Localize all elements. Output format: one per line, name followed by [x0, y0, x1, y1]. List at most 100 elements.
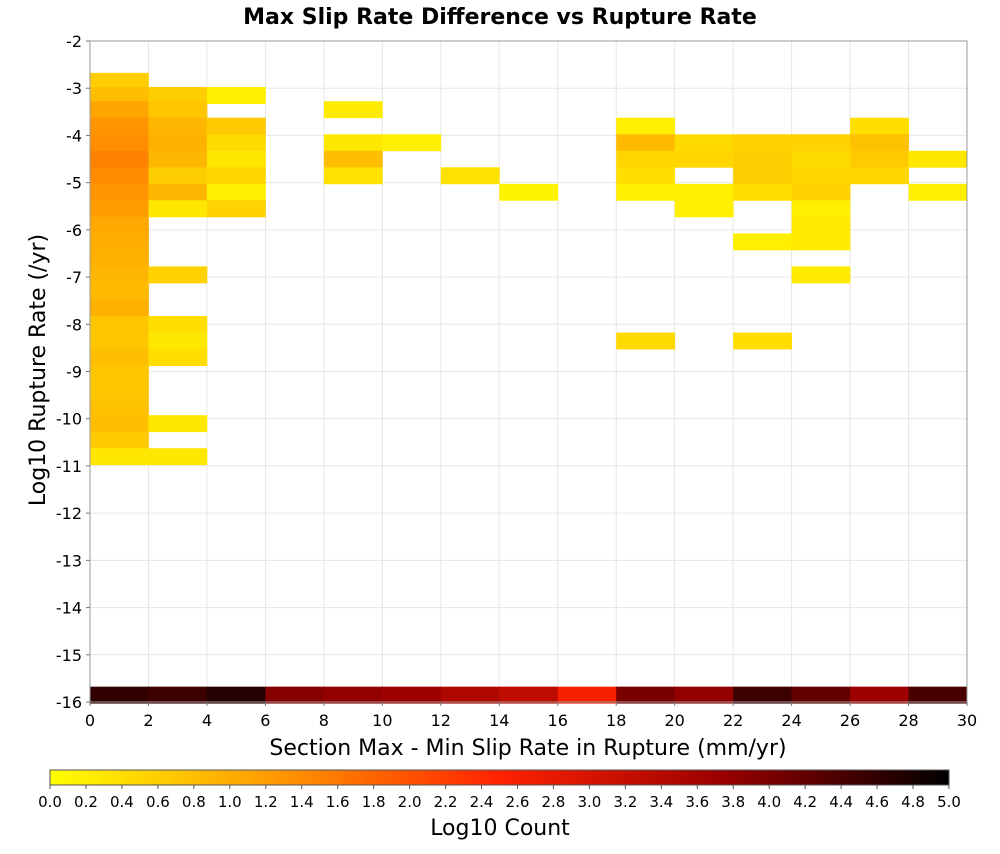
heatmap-cell [90, 183, 149, 201]
heatmap-cell [674, 183, 734, 201]
heatmap-cell [791, 686, 851, 704]
heatmap-cell [791, 200, 851, 218]
heatmap-cell [90, 431, 149, 449]
heatmap-cell [791, 150, 851, 168]
heatmap-cell [733, 686, 792, 704]
x-tick-label: 30 [957, 711, 977, 730]
y-tick-label: -6 [66, 221, 82, 240]
heatmap-cell [791, 134, 851, 152]
x-tick-label: 22 [723, 711, 743, 730]
heatmap-cell [440, 686, 500, 704]
y-axis-label: Log10 Rupture Rate (/yr) [26, 234, 51, 506]
y-axis-ticks: -2 -3 -4 -5 -6 -7 -8 -9 -10 -11 -12 -13 -14 -15 -16 [56, 32, 90, 712]
heatmap-cell [850, 117, 909, 135]
colorbar-tick-label: 2.8 [542, 793, 566, 811]
heatmap-cell [90, 101, 149, 119]
colorbar-tick-label: 3.6 [685, 793, 709, 811]
heatmap-cell [616, 183, 676, 201]
heatmap-cell [148, 316, 208, 333]
heatmap-cell [499, 183, 559, 201]
colorbar-tick-label: 3.8 [721, 793, 745, 811]
heatmap-cell [90, 233, 149, 251]
colorbar-tick-label: 2.2 [434, 793, 458, 811]
colorbar-tick-label: 0.6 [146, 793, 170, 811]
heatmap-cell [148, 167, 208, 185]
heatmap-cell [265, 686, 325, 704]
heatmap-cell [90, 365, 149, 383]
heatmap-cell [90, 117, 149, 135]
colorbar-tick-label: 1.4 [290, 793, 314, 811]
colorbar-tick-label: 0.4 [110, 793, 134, 811]
heatmap-cell [850, 686, 909, 704]
heatmap-cell [674, 200, 734, 218]
colorbar-label: Log10 Count [430, 816, 570, 841]
heatmap-cell [148, 415, 208, 433]
x-axis-ticks: 0 2 4 6 8 10 12 14 16 18 20 22 24 26 28 30 [85, 702, 977, 730]
heatmap-cell [908, 686, 968, 704]
x-tick-label: 20 [664, 711, 684, 730]
heatmap-cell [850, 167, 909, 185]
y-tick-label: -7 [66, 268, 82, 287]
heatmap-cell [206, 686, 266, 704]
heatmap-cell [90, 72, 149, 90]
heatmap-cell [90, 167, 149, 185]
heatmap-cell [148, 87, 208, 104]
heatmap-cell [616, 332, 676, 350]
colorbar-ticks: 0.0 0.2 0.4 0.6 0.8 1.0 1.2 1.4 1.6 1.8 2.0 2.2 2.4 2… [38, 785, 961, 811]
heatmap-cell [674, 150, 734, 168]
heatmap-cell [148, 101, 208, 119]
heatmap-cell [674, 686, 734, 704]
heatmap-cell [148, 686, 208, 704]
heatmap-cell [616, 134, 676, 152]
heatmap-cell [733, 134, 792, 152]
heatmap-cell [791, 266, 851, 284]
x-tick-label: 6 [260, 711, 270, 730]
plot-area [89, 40, 968, 704]
colorbar-tick-label: 0.2 [74, 793, 98, 811]
heatmap-cell [148, 332, 208, 350]
heatmap-cell [148, 448, 208, 466]
y-tick-label: -14 [56, 599, 82, 618]
colorbar-tick-label: 4.8 [901, 793, 925, 811]
heatmap-cell [148, 183, 208, 201]
heatmap-cell [382, 686, 442, 704]
heatmap-cell [90, 332, 149, 350]
x-tick-label: 26 [840, 711, 860, 730]
heatmap-cell [90, 448, 149, 466]
x-tick-label: 12 [431, 711, 451, 730]
heatmap-cell [791, 167, 851, 185]
heatmap-cell [323, 101, 383, 119]
heatmap-cell [90, 282, 149, 300]
y-tick-label: -2 [66, 32, 82, 51]
heatmap-cell [90, 134, 149, 152]
y-tick-label: -12 [56, 504, 82, 523]
heatmap-cell [90, 200, 149, 218]
heatmap-cell [90, 299, 149, 317]
heatmap-cell [148, 349, 208, 366]
heatmap-cell [908, 150, 968, 168]
heatmap-cell [148, 150, 208, 168]
y-tick-label: -11 [56, 457, 82, 476]
x-tick-label: 10 [372, 711, 392, 730]
heatmap-cell [148, 117, 208, 135]
colorbar-tick-label: 2.4 [470, 793, 494, 811]
heatmap-cell [90, 266, 149, 284]
x-tick-label: 2 [143, 711, 153, 730]
heatmap-cell [206, 87, 266, 104]
chart-title: Max Slip Rate Difference vs Rupture Rate [243, 5, 757, 30]
heatmap-cell [908, 183, 968, 201]
colorbar-tick-label: 1.0 [218, 793, 242, 811]
heatmap-cell [148, 134, 208, 152]
heatmap-cell [90, 216, 149, 234]
heatmap-cell [791, 233, 851, 251]
heatmap-cell [850, 134, 909, 152]
heatmap-cell [323, 167, 383, 185]
heatmap-cell [616, 686, 676, 704]
colorbar-tick-label: 3.2 [613, 793, 637, 811]
colorbar-gradient [49, 769, 950, 786]
heatmap-cell [850, 150, 909, 168]
heatmap-cell [616, 167, 676, 185]
x-tick-label: 14 [489, 711, 509, 730]
